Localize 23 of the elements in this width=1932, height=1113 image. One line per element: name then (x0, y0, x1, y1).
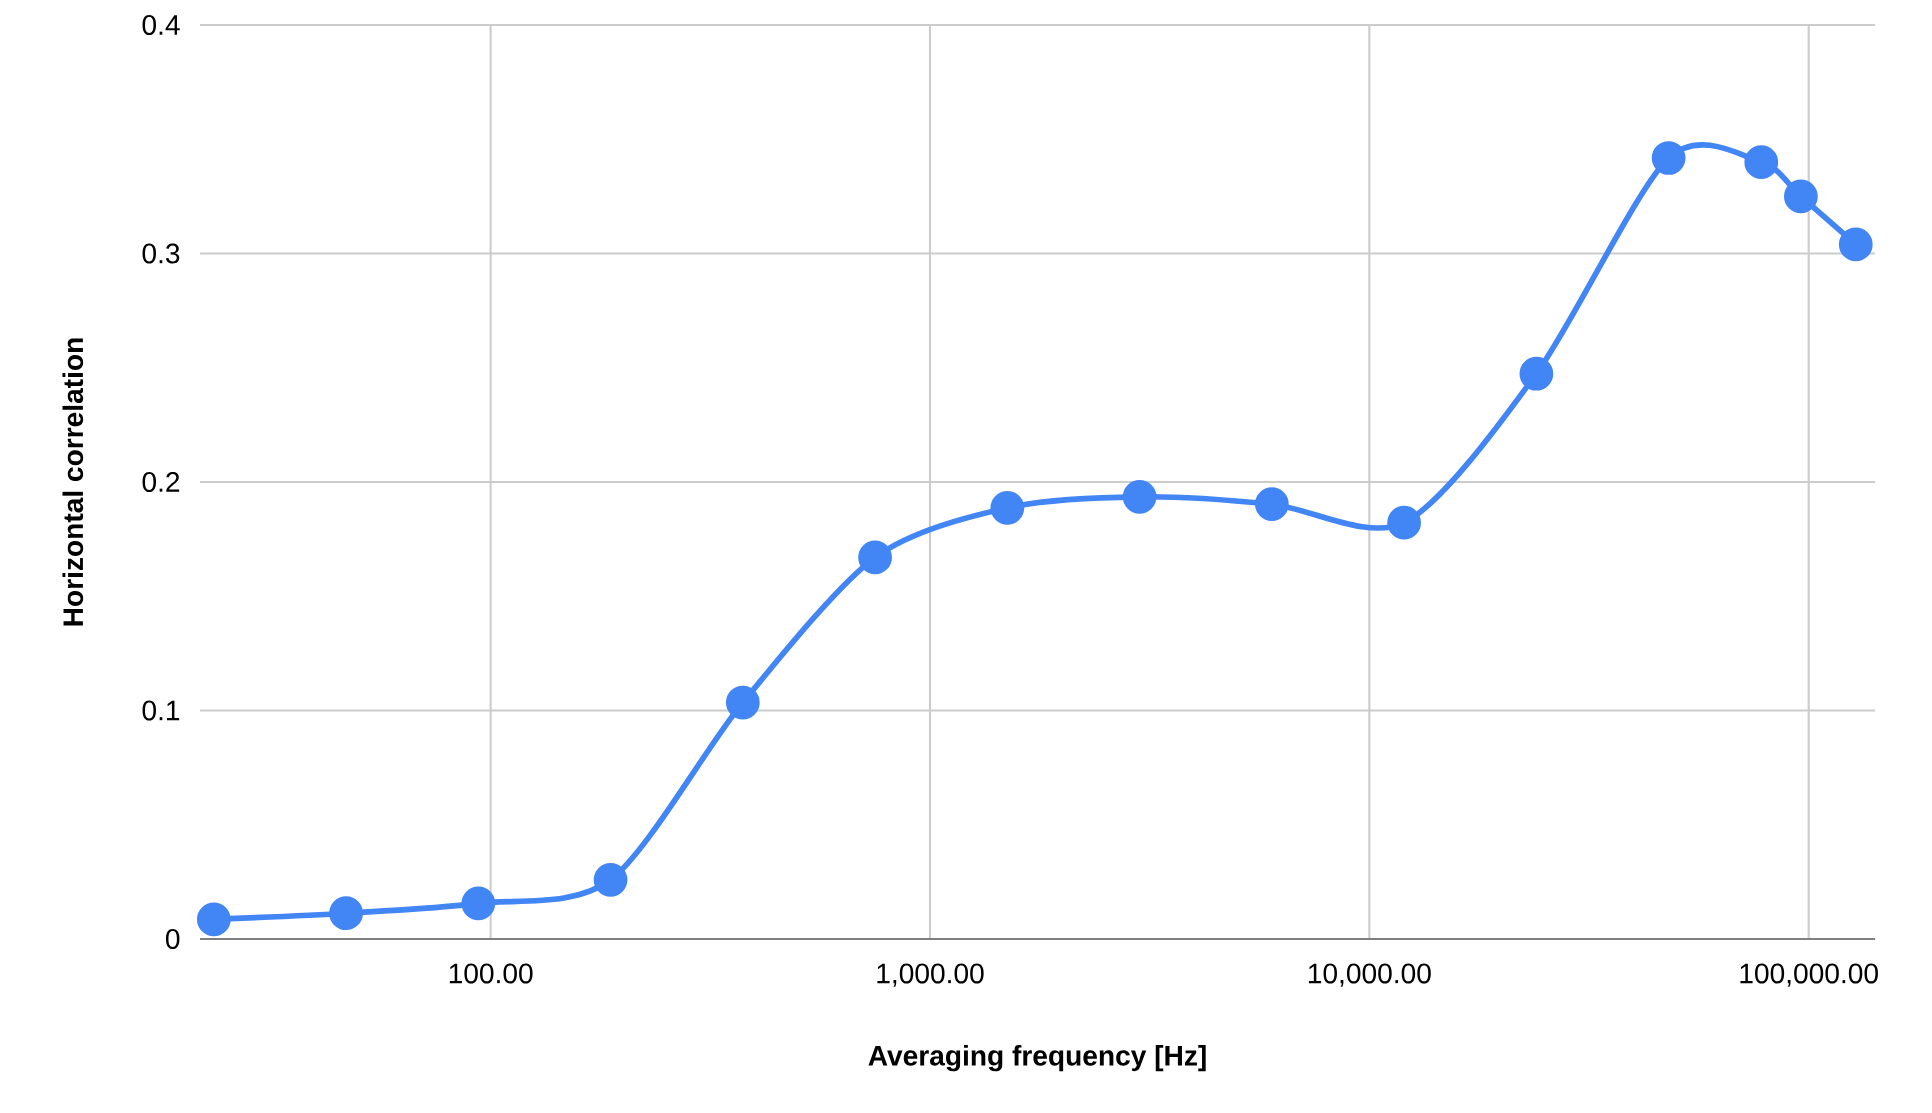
y-tick-label: 0.3 (142, 243, 180, 264)
point (461, 886, 496, 921)
x-tick-label: 10,000.00 (1308, 963, 1431, 987)
point (1519, 356, 1554, 391)
x-axis-title: Averaging frequency [Hz] (868, 1044, 1206, 1072)
x-tick-label: 100.00 (449, 963, 533, 984)
y-tick-label: 0.2 (142, 472, 180, 492)
x-tick-label: 1,000.00 (877, 963, 984, 987)
point (1122, 480, 1157, 514)
y-tick-label: 0.1 (142, 700, 180, 721)
point (196, 902, 231, 937)
point (1651, 141, 1686, 175)
y-axis-title: Horizontal correlation (62, 338, 84, 626)
point (1387, 505, 1421, 540)
point (1255, 487, 1289, 522)
point (990, 490, 1025, 525)
y-tick-label: 0.4 (142, 15, 180, 35)
point (593, 862, 628, 897)
point (858, 540, 892, 575)
point (329, 896, 363, 931)
point (725, 685, 760, 720)
x-tick-label: 100,000.00 (1740, 963, 1878, 987)
y-tick-label: 0 (165, 929, 180, 949)
